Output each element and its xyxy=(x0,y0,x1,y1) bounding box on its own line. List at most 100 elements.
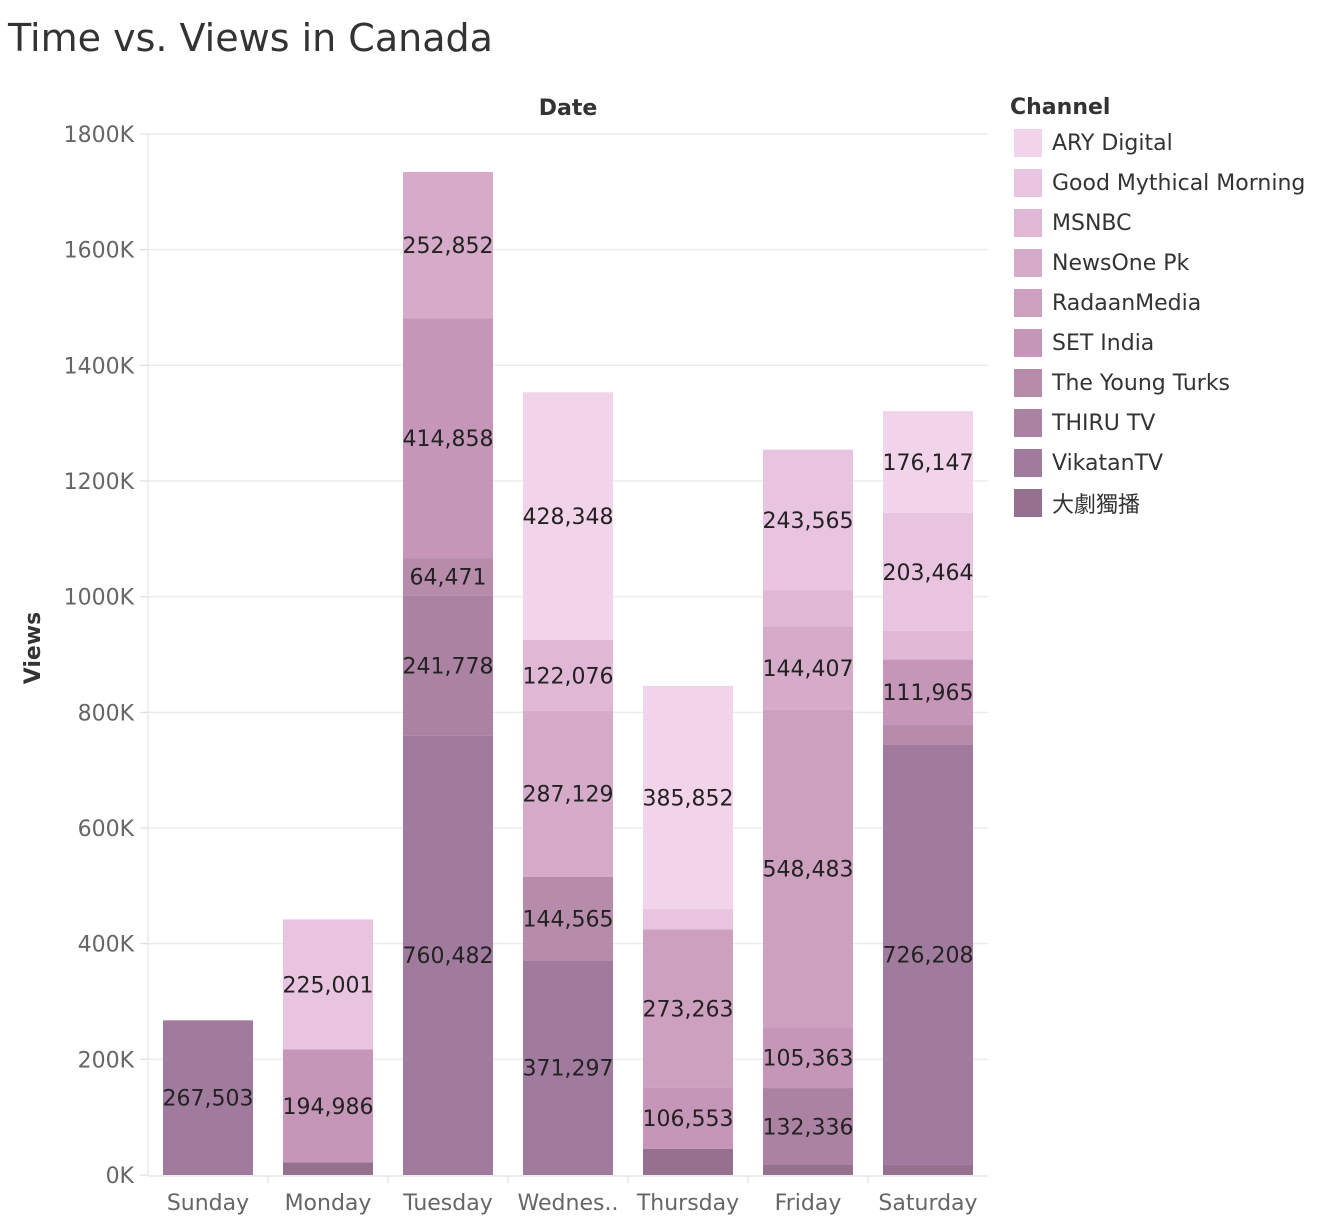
bar-segment[interactable] xyxy=(883,724,973,745)
y-tick-label: 0K xyxy=(106,1164,135,1189)
bar-segment[interactable] xyxy=(763,709,853,1028)
bar-segment[interactable] xyxy=(763,626,853,710)
legend-label: NewsOne Pk xyxy=(1052,250,1190,276)
bar-segment[interactable] xyxy=(883,659,973,725)
data-label: 371,297 xyxy=(523,1057,614,1082)
data-label: 106,553 xyxy=(643,1107,734,1132)
bar-segment[interactable] xyxy=(283,919,373,1050)
legend-item[interactable]: The Young Turks xyxy=(1010,363,1324,403)
data-label: 267,503 xyxy=(163,1087,254,1112)
data-label: 203,464 xyxy=(883,561,974,586)
x-axis: Sunday Monday Tuesday Wednes.. Thursday Frida… xyxy=(148,1175,988,1216)
legend-swatch xyxy=(1014,369,1042,397)
bar-segment[interactable] xyxy=(763,449,853,591)
legend-item[interactable]: RadaanMedia xyxy=(1010,283,1324,323)
x-tick-label: Tuesday xyxy=(402,1191,493,1216)
bar-segment[interactable] xyxy=(763,1164,853,1175)
data-label: 225,001 xyxy=(283,973,374,998)
bar-segment[interactable] xyxy=(403,171,493,319)
bar-segment[interactable] xyxy=(763,590,853,627)
data-label: 64,471 xyxy=(410,566,487,591)
legend-item[interactable]: ARY Digital xyxy=(1010,123,1324,163)
data-label: 726,208 xyxy=(883,944,974,969)
x-tick-label: Wednes.. xyxy=(518,1191,619,1216)
legend-swatch xyxy=(1014,409,1042,437)
bar-segment[interactable] xyxy=(283,1049,373,1163)
legend-label: SET India xyxy=(1052,330,1155,356)
legend-swatch xyxy=(1014,449,1042,477)
legend-item[interactable]: VikatanTV xyxy=(1010,443,1324,483)
bars xyxy=(163,171,973,1175)
legend-label: The Young Turks xyxy=(1052,370,1231,396)
x-tick-label: Friday xyxy=(775,1191,842,1216)
legend-label: RadaanMedia xyxy=(1052,290,1202,316)
bar-segment[interactable] xyxy=(403,318,493,559)
bar-segment[interactable] xyxy=(403,595,493,736)
data-label: 243,565 xyxy=(763,509,854,534)
legend-label: 大劇獨播 xyxy=(1052,493,1141,518)
bar-segment[interactable] xyxy=(523,640,613,711)
x-tick-label: Saturday xyxy=(878,1191,977,1216)
legend-label: ARY Digital xyxy=(1052,130,1173,156)
bar-segment[interactable] xyxy=(883,744,973,1165)
bar-segment[interactable] xyxy=(883,1164,973,1175)
legend-title: Channel xyxy=(1010,95,1111,120)
data-label: 122,076 xyxy=(523,664,614,689)
y-tick-label: 1000K xyxy=(64,586,135,611)
data-label: 132,336 xyxy=(763,1115,854,1140)
bar-segment[interactable] xyxy=(523,876,613,961)
y-tick-label: 1200K xyxy=(64,470,135,495)
legend-item[interactable]: MSNBC xyxy=(1010,203,1324,243)
y-tick-label: 400K xyxy=(78,933,135,958)
x-tick-label: Sunday xyxy=(167,1191,249,1216)
legend-swatch xyxy=(1014,249,1042,277)
legend-item[interactable]: NewsOne Pk xyxy=(1010,243,1324,283)
y-tick-label: 600K xyxy=(78,817,135,842)
data-label: 194,986 xyxy=(283,1095,374,1120)
bar-segment[interactable] xyxy=(643,929,733,1088)
legend-item[interactable]: 大劇獨播 xyxy=(1010,483,1324,523)
legend-swatch xyxy=(1014,169,1042,197)
data-label: 144,407 xyxy=(763,657,854,682)
data-label: 414,858 xyxy=(403,427,494,452)
legend-swatch xyxy=(1014,489,1042,517)
bar-segment[interactable] xyxy=(643,685,733,910)
legend-swatch xyxy=(1014,329,1042,357)
data-label: 760,482 xyxy=(403,944,494,969)
legend-item[interactable]: THIRU TV xyxy=(1010,403,1324,443)
legend-item[interactable]: Good Mythical Morning xyxy=(1010,163,1324,203)
bar-segment[interactable] xyxy=(403,558,493,596)
y-axis: 0K 200K 400K 600K 800K 1000K 1200K 1400K 1600K 18… xyxy=(64,123,149,1189)
bar-segment[interactable] xyxy=(883,630,973,660)
y-tick-label: 1800K xyxy=(64,123,135,148)
data-label: 252,852 xyxy=(403,234,494,259)
data-label: 428,348 xyxy=(523,505,614,530)
bar-segment[interactable] xyxy=(883,411,973,514)
bar-segment[interactable] xyxy=(643,1087,733,1149)
y-tick-label: 800K xyxy=(78,701,135,726)
legend-label: Good Mythical Morning xyxy=(1052,170,1306,196)
bar-segment[interactable] xyxy=(163,1020,253,1175)
bar-segment[interactable] xyxy=(523,392,613,641)
data-label: 111,965 xyxy=(883,681,974,706)
y-tick-label: 1600K xyxy=(64,239,135,264)
bar-segment[interactable] xyxy=(763,1088,853,1165)
legend-swatch xyxy=(1014,209,1042,237)
legend-label: THIRU TV xyxy=(1052,410,1156,436)
legend-item[interactable]: SET India xyxy=(1010,323,1324,363)
bar-segment[interactable] xyxy=(403,735,493,1175)
y-axis-title: Views xyxy=(21,612,46,685)
chart-title: Time vs. Views in Canada xyxy=(8,16,493,60)
bar-segment[interactable] xyxy=(523,960,613,1175)
bar-segment[interactable] xyxy=(523,710,613,877)
bar-segment[interactable] xyxy=(643,1148,733,1175)
data-label: 241,778 xyxy=(403,654,494,679)
bar-segment[interactable] xyxy=(883,513,973,631)
data-label: 176,147 xyxy=(883,451,974,476)
column-header: Date xyxy=(539,96,598,121)
bar-segment[interactable] xyxy=(283,1162,373,1175)
data-label: 548,483 xyxy=(763,858,854,883)
bar-segment[interactable] xyxy=(763,1027,853,1089)
bar-segment[interactable] xyxy=(643,909,733,930)
legend: Channel ARY Digital Good Mythical Morning… xyxy=(1010,93,1324,523)
